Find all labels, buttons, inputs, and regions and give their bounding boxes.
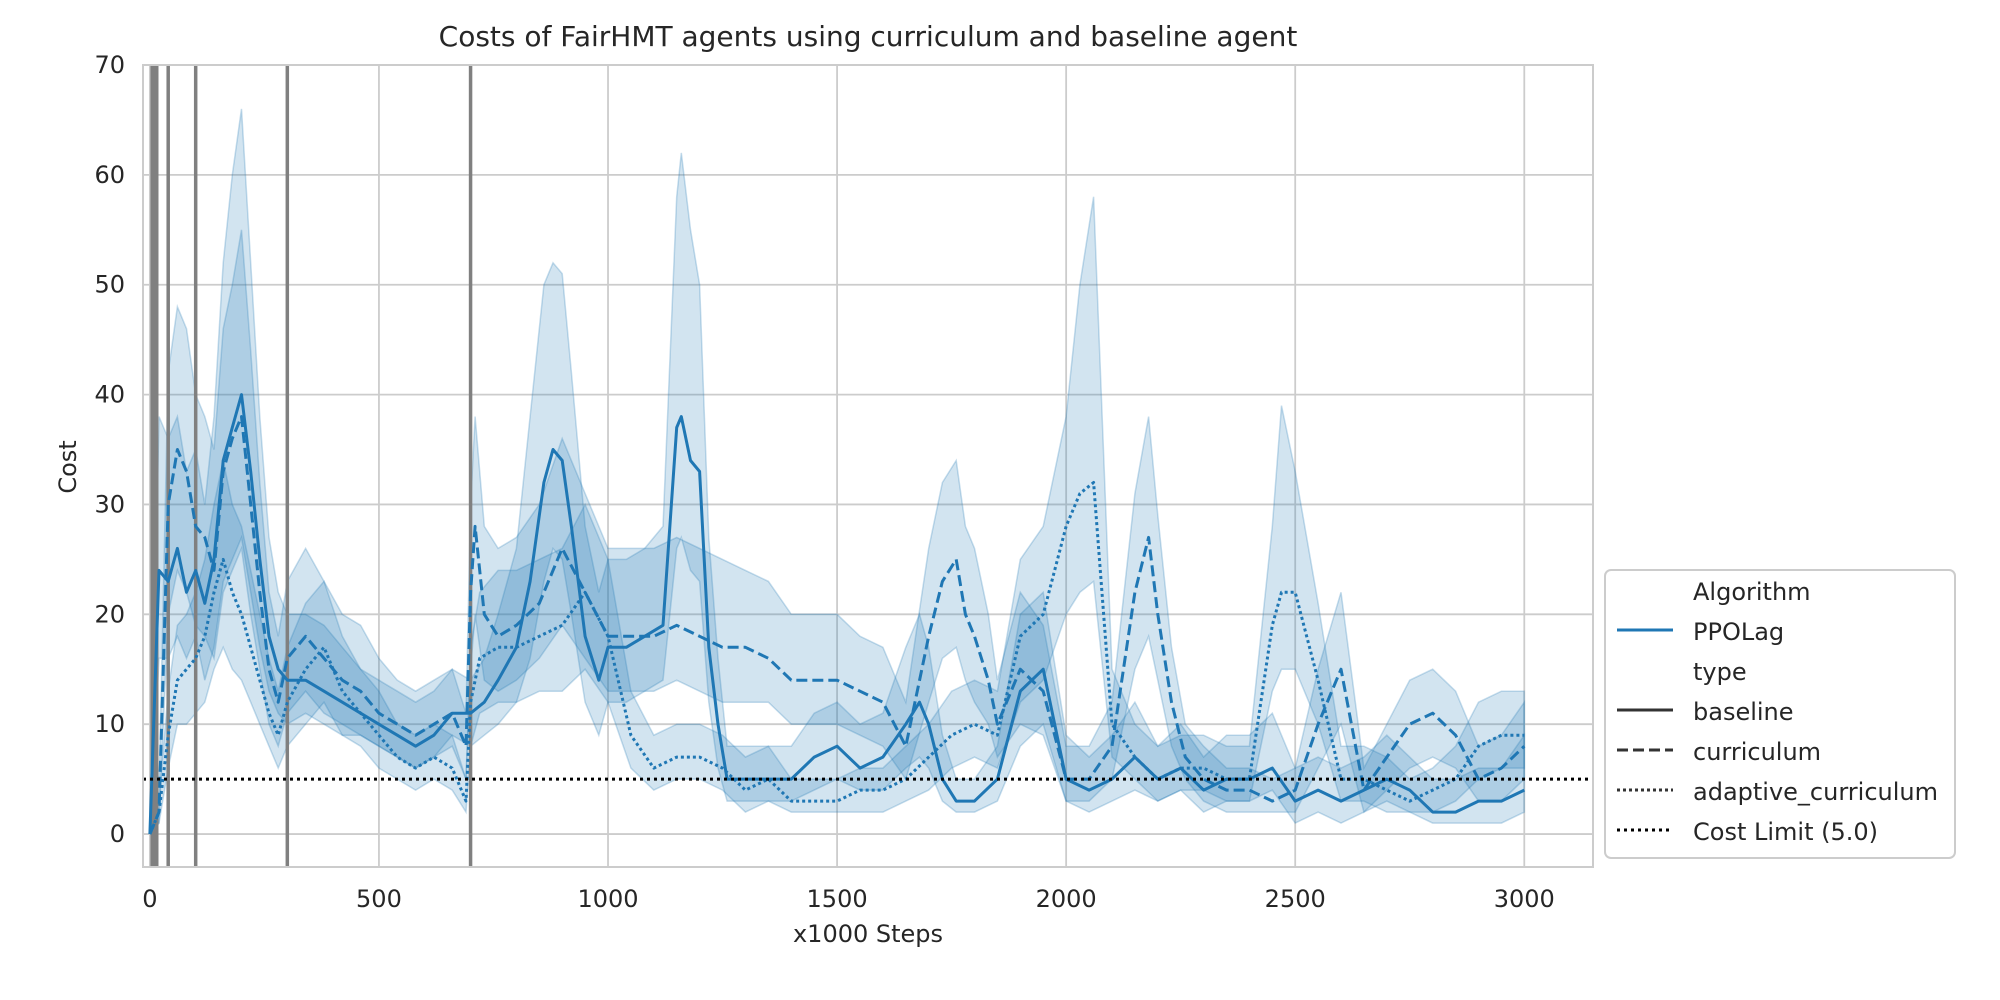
x-tick-label: 1000 xyxy=(577,885,638,913)
legend-heading-algorithm: Algorithm xyxy=(1693,578,1811,606)
baseline-line xyxy=(148,393,1525,835)
y-axis-label: Cost xyxy=(54,440,82,493)
curriculum-confidence-band xyxy=(149,229,1526,835)
curriculum-line xyxy=(148,415,1526,835)
legend-entry-ppolag: PPOLag xyxy=(1693,618,1784,646)
y-tick-label: 70 xyxy=(94,51,125,79)
legend-entry-baseline: baseline xyxy=(1693,698,1794,726)
x-tick-label: 3000 xyxy=(1494,885,1555,913)
plot-area-frame xyxy=(142,64,1594,868)
plot-area-background xyxy=(143,65,1593,867)
y-tick-label: 50 xyxy=(94,271,125,299)
x-tick-label: 1500 xyxy=(807,885,868,913)
x-tick-labels: 0 500 1000 1500 2000 2500 3000 xyxy=(142,885,1555,913)
adaptive_curriculum-line xyxy=(148,481,1525,835)
baseline-confidence-band xyxy=(149,108,1526,835)
y-tick-label: 30 xyxy=(94,490,125,518)
x-tick-label: 500 xyxy=(356,885,402,913)
y-tick-label: 10 xyxy=(94,710,125,738)
y-tick-label: 40 xyxy=(94,381,125,409)
x-tick-label: 0 xyxy=(142,885,157,913)
legend-box xyxy=(1604,569,1956,859)
series-lines xyxy=(148,393,1526,835)
y-tick-label: 60 xyxy=(94,161,125,189)
legend-entry-curriculum: curriculum xyxy=(1693,738,1821,766)
x-axis-label: x1000 Steps xyxy=(793,920,943,948)
chart-title: Costs of FairHMT agents using curriculum… xyxy=(439,20,1298,53)
x-tick-label: 2500 xyxy=(1265,885,1326,913)
x-tick-label: 2000 xyxy=(1036,885,1097,913)
y-tick-labels: 0 10 20 30 40 50 60 70 xyxy=(94,51,125,848)
y-tick-label: 20 xyxy=(94,600,125,628)
legend-heading-type: type xyxy=(1693,658,1747,686)
legend-entry-cost-limit: Cost Limit (5.0) xyxy=(1693,818,1878,846)
y-tick-label: 0 xyxy=(110,820,125,848)
legend-entry-adaptive-curriculum: adaptive_curriculum xyxy=(1693,778,1938,806)
legend: Algorithm PPOLag type baseline curriculu… xyxy=(1604,569,1956,859)
